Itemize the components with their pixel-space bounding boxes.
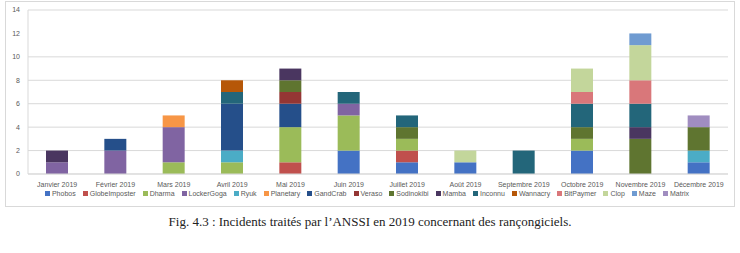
html-text:Maze: Maze bbox=[638, 190, 656, 197]
svg-text:Mai 2019: Mai 2019 bbox=[276, 181, 305, 188]
html-text:Matrix: Matrix bbox=[670, 190, 689, 197]
html-text:Veraso: Veraso bbox=[360, 190, 383, 197]
svg-text:Septembre 2019: Septembre 2019 bbox=[498, 181, 550, 189]
html-text:GandCrab: GandCrab bbox=[314, 190, 347, 197]
svg-text:12: 12 bbox=[12, 30, 20, 37]
html-text:GlobeImposter: GlobeImposter bbox=[89, 190, 136, 197]
svg-text:4: 4 bbox=[16, 124, 20, 131]
html-text:BitPaymer: BitPaymer bbox=[564, 190, 597, 197]
html-text:Mamba: Mamba bbox=[442, 190, 466, 197]
svg-text:14: 14 bbox=[12, 6, 20, 13]
svg-text:Octobre 2019: Octobre 2019 bbox=[561, 181, 604, 188]
html-text:Phobos: Phobos bbox=[52, 190, 76, 197]
html-text:Ryuk: Ryuk bbox=[240, 190, 257, 197]
svg-text:10: 10 bbox=[12, 53, 20, 60]
svg-text:Juin 2019: Juin 2019 bbox=[334, 181, 364, 188]
svg-text:Août 2019: Août 2019 bbox=[450, 181, 482, 188]
html-text:Clop: Clop bbox=[610, 190, 625, 197]
svg-text:2: 2 bbox=[16, 147, 20, 154]
html-text:Inconnu: Inconnu bbox=[480, 190, 505, 197]
svg-text:Mars 2019: Mars 2019 bbox=[157, 181, 190, 188]
html-text:LockerGoga: LockerGoga bbox=[188, 190, 227, 197]
svg-text:Février 2019: Février 2019 bbox=[96, 181, 135, 188]
html-text:Planetary: Planetary bbox=[270, 190, 301, 197]
svg-text:8: 8 bbox=[16, 77, 20, 84]
html-text:Dharma: Dharma bbox=[149, 190, 175, 197]
svg-text:Novembre 2019: Novembre 2019 bbox=[616, 181, 666, 188]
html-text:Sodinokibi: Sodinokibi bbox=[396, 190, 429, 197]
html-text:Fig. 4.3 : Incidents traités p: Fig. 4.3 : Incidents traités par l’ANSSI… bbox=[168, 214, 572, 229]
svg-text:6: 6 bbox=[16, 100, 20, 107]
svg-text:Juillet 2019: Juillet 2019 bbox=[389, 181, 425, 188]
svg-text:Janvier 2019: Janvier 2019 bbox=[37, 181, 77, 188]
svg-text:Avril 2019: Avril 2019 bbox=[217, 181, 248, 188]
svg-text:Décembre 2019: Décembre 2019 bbox=[674, 181, 724, 188]
svg-text:0: 0 bbox=[16, 170, 20, 177]
html-text:Wannacry: Wannacry bbox=[518, 190, 551, 197]
